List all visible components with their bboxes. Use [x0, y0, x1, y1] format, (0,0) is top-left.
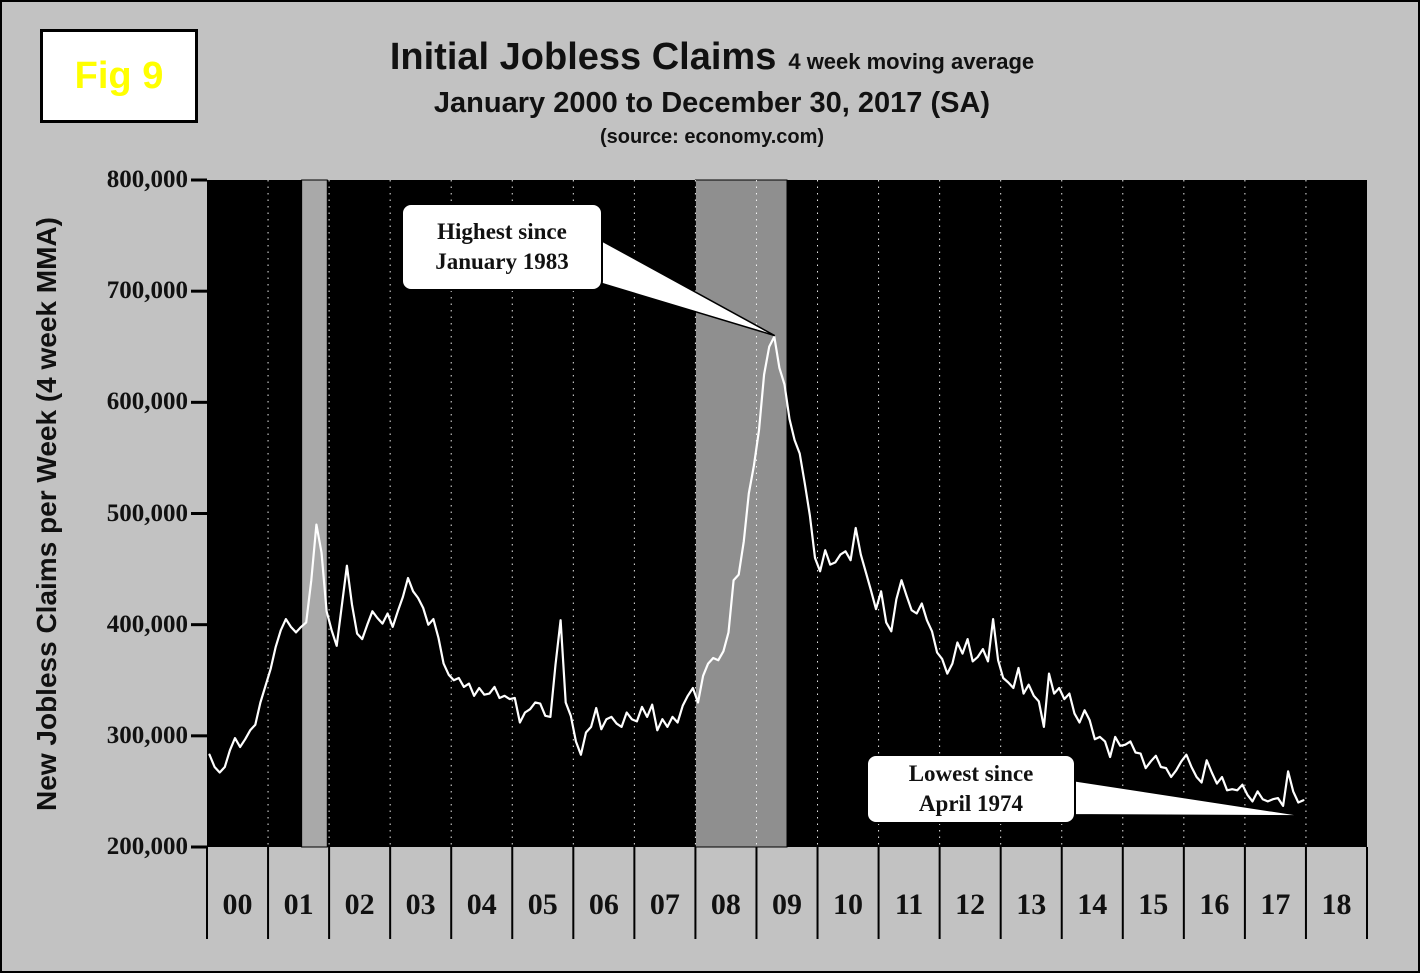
chart-title-line: Initial Jobless Claims 4 week moving aver… [2, 36, 1418, 79]
annotation-callout: Lowest since April 1974 [866, 754, 1076, 824]
x-year-label: 11 [894, 888, 924, 921]
chart-title-suffix: 4 week moving average [788, 49, 1035, 74]
y-tick-label: 300,000 [106, 721, 188, 749]
x-year-label: 05 [527, 888, 558, 921]
annotation-line: April 1974 [918, 791, 1024, 816]
recession-band [694, 179, 788, 848]
chart-subtitle: January 2000 to December 30, 2017 (SA) [433, 87, 991, 119]
x-year-label: 18 [1321, 888, 1352, 921]
recession-band [301, 179, 328, 848]
figure-label-box: Fig 9 [40, 29, 198, 123]
y-tick-label: 800,000 [106, 166, 188, 193]
x-year-label: 15 [1138, 888, 1169, 921]
y-tick-label: 700,000 [106, 277, 188, 305]
x-year-label: 06 [588, 888, 619, 921]
y-tick-label: 200,000 [106, 833, 188, 860]
x-year-label: 09 [771, 888, 802, 921]
x-year-label: 07 [649, 888, 680, 921]
x-year-label: 10 [833, 888, 864, 921]
x-year-label: 04 [466, 888, 497, 921]
x-year-label: 03 [405, 888, 436, 921]
x-year-labels: 00 01 02 03 04 05 06 07 08 09 10 11 12 13 14 15 16 17 18 [2, 888, 1418, 936]
annotation-line: Lowest since [908, 761, 1034, 787]
x-year-label: 17 [1260, 888, 1291, 921]
annotation-line: January 1983 [435, 249, 569, 274]
y-tick-label: 600,000 [106, 388, 188, 416]
y-tick-label: 500,000 [106, 499, 188, 527]
chart-source: (source: economy.com) [599, 126, 825, 148]
y-tick-labels: 800,000 700,000 600,000 500,000 400,000 300,0… [2, 2, 192, 971]
x-year-label: 02 [344, 888, 375, 921]
figure-label: Fig 9 [74, 54, 164, 97]
x-year-label: 12 [955, 888, 986, 921]
annotation-line: Highest since [437, 219, 567, 245]
chart-title: Initial Jobless Claims [389, 36, 777, 78]
x-year-label: 01 [283, 888, 314, 921]
x-year-label: 16 [1199, 888, 1230, 921]
annotation-callout: Highest since January 1983 [401, 203, 603, 291]
x-year-label: 14 [1077, 888, 1108, 921]
chart-header: Initial Jobless Claims 4 week moving aver… [2, 36, 1418, 149]
x-year-label: 13 [1016, 888, 1047, 921]
claims-line [208, 335, 1305, 808]
x-year-label: 08 [710, 888, 741, 921]
x-year-label: 00 [222, 888, 253, 921]
y-tick-label: 400,000 [106, 610, 188, 638]
